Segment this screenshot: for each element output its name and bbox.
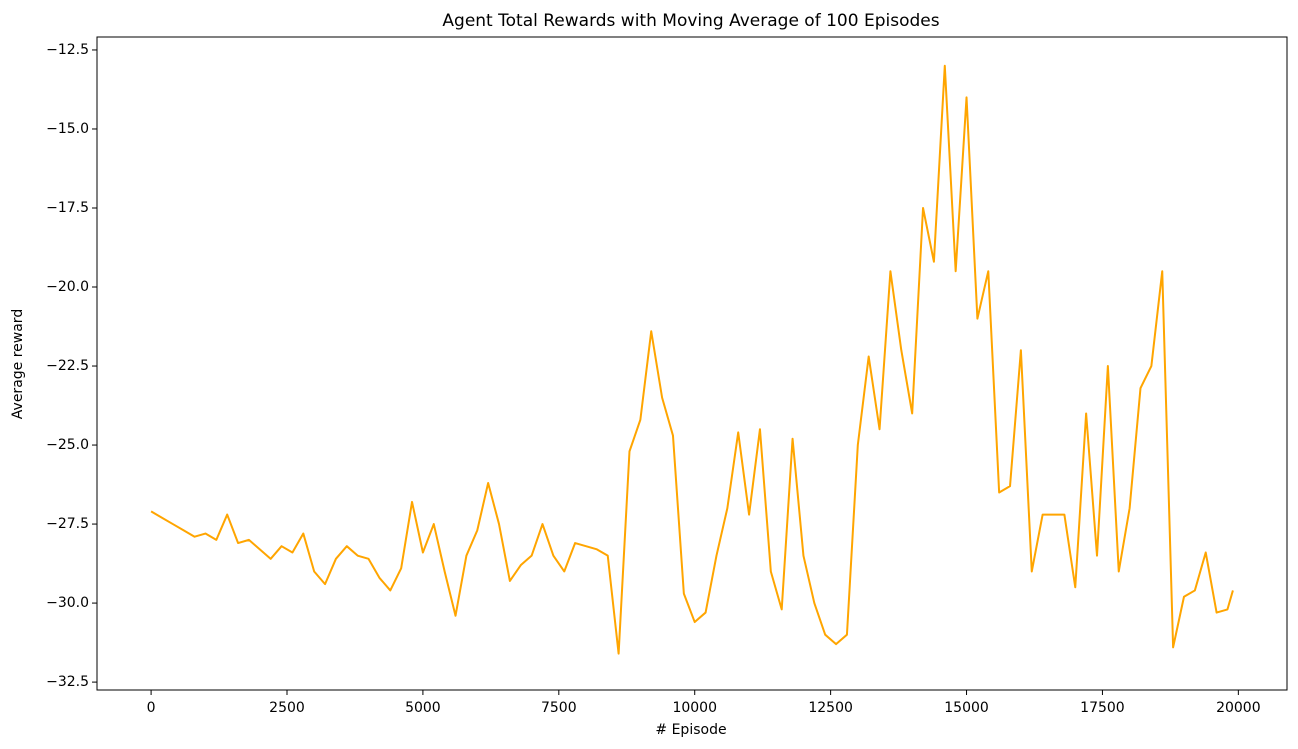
x-tick-label: 2500 [269, 700, 305, 716]
y-tick-label: −22.5 [46, 358, 89, 374]
plot-frame [96, 36, 1288, 691]
data-line [150, 64, 1234, 655]
y-tick-label: −12.5 [46, 42, 89, 58]
y-tick-label: −15.0 [46, 121, 89, 137]
y-tick-label: −30.0 [46, 595, 89, 611]
x-tick-label: 20000 [1216, 700, 1261, 716]
x-tick-label: 15000 [944, 700, 989, 716]
y-tick-label: −17.5 [46, 200, 89, 216]
x-tick-label: 17500 [1080, 700, 1125, 716]
y-tick-label: −32.5 [46, 674, 89, 690]
chart-title: Agent Total Rewards with Moving Average … [442, 11, 939, 31]
x-tick-label: 5000 [405, 700, 441, 716]
x-tick-label: 0 [147, 700, 156, 716]
y-tick-label: −20.0 [46, 279, 89, 295]
x-tick-label: 12500 [808, 700, 853, 716]
x-tick-label: 10000 [672, 700, 717, 716]
y-axis-label: Average reward [10, 309, 26, 419]
y-tick-label: −27.5 [46, 516, 89, 532]
x-tick-label: 7500 [541, 700, 577, 716]
y-tick-label: −25.0 [46, 437, 89, 453]
x-axis-label: # Episode [655, 722, 726, 738]
